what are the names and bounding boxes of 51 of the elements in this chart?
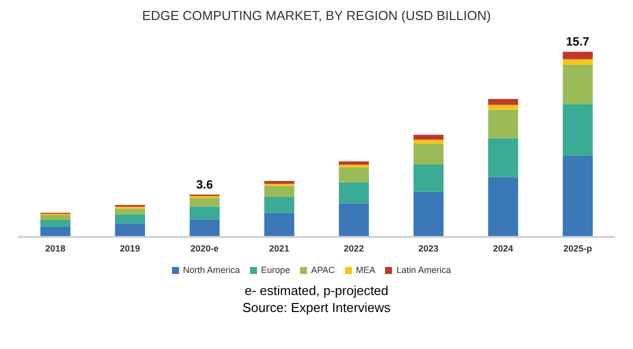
x-tick-label: 2020-e xyxy=(190,243,219,254)
x-tick-label: 2019 xyxy=(120,243,140,254)
x-tick-label: 2018 xyxy=(45,243,66,254)
bar xyxy=(488,104,518,110)
bar xyxy=(414,164,444,192)
legend-label: Europe xyxy=(261,265,290,275)
bar xyxy=(488,110,518,138)
legend-label: North America xyxy=(183,265,240,275)
bar xyxy=(115,208,146,214)
chart-title: EDGE COMPUTING MARKET, BY REGION (USD BILLION) xyxy=(141,8,492,25)
bar xyxy=(264,186,294,197)
bar xyxy=(338,164,369,168)
bar xyxy=(115,214,146,224)
bar xyxy=(338,182,369,204)
bar xyxy=(190,198,220,207)
bar xyxy=(190,219,220,237)
bar xyxy=(264,212,294,237)
x-tick-label: 2023 xyxy=(418,243,438,254)
bar xyxy=(488,98,518,105)
bar xyxy=(190,206,220,220)
legend-label: Latin America xyxy=(396,265,451,275)
annotation: 15.7 xyxy=(566,34,590,49)
bar xyxy=(488,177,518,237)
text: e- estimated, p-projected xyxy=(244,283,390,298)
bar xyxy=(414,144,444,165)
bar xyxy=(414,140,444,144)
annotation: 3.6 xyxy=(196,178,214,192)
bar xyxy=(338,203,369,237)
x-tick-label: 2022 xyxy=(344,243,364,254)
bar xyxy=(562,52,593,60)
source-note: Source: Expert Interviews xyxy=(241,300,392,315)
bar xyxy=(338,161,369,165)
x-tick-label: 2025-p xyxy=(563,243,592,254)
bar xyxy=(562,59,593,65)
x-tick-label: 2021 xyxy=(269,243,290,254)
bar xyxy=(562,104,593,156)
bar xyxy=(414,134,444,140)
bar xyxy=(562,156,593,237)
bar xyxy=(264,196,294,213)
bar xyxy=(40,220,70,227)
bar xyxy=(40,214,70,220)
bar xyxy=(488,138,518,178)
bar xyxy=(562,64,593,104)
legend-label: APAC xyxy=(311,265,335,275)
bar xyxy=(338,168,369,182)
bar xyxy=(40,226,70,237)
bar xyxy=(264,181,294,184)
x-tick-label: 2024 xyxy=(493,243,514,254)
legend-label: MEA xyxy=(356,265,376,275)
bar xyxy=(115,223,146,237)
bar xyxy=(414,192,444,237)
